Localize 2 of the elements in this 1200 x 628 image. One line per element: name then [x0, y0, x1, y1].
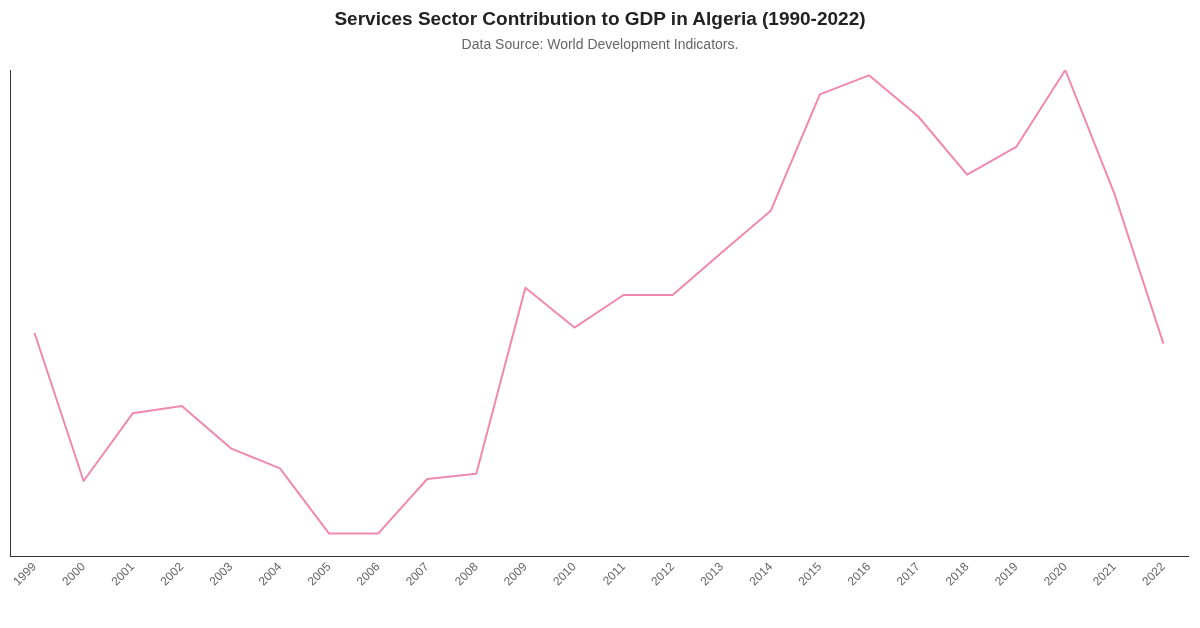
chart-title: Services Sector Contribution to GDP in Algeria (1990-2022) — [333, 8, 867, 31]
chart-subtitle: Data Source: World Development Indicators. — [460, 36, 740, 54]
